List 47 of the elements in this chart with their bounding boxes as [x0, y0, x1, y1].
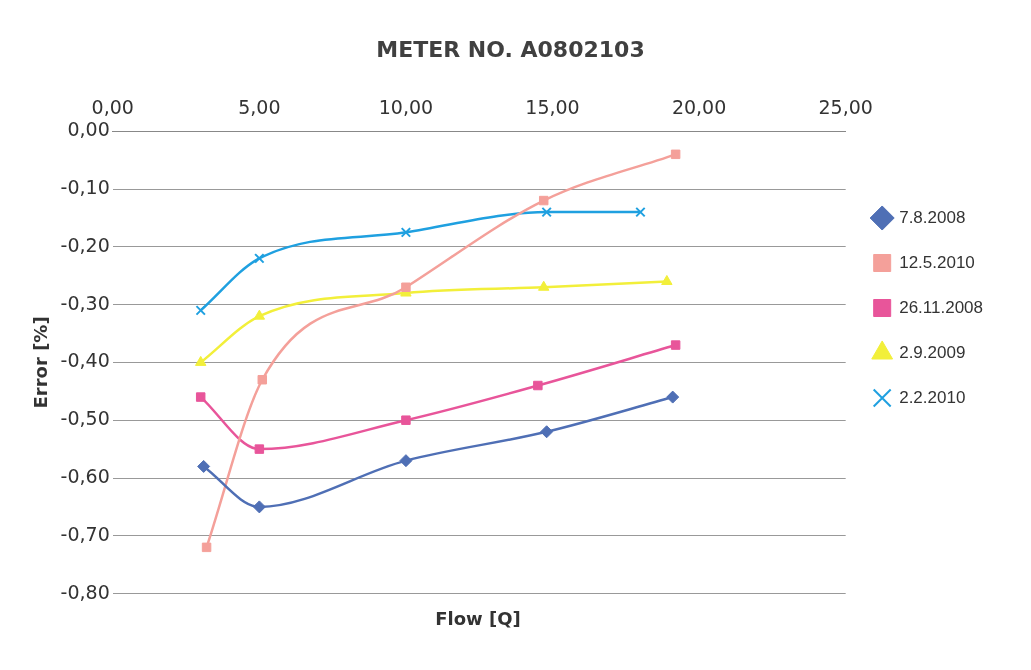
- legend-label: 26.11.2008: [899, 297, 984, 317]
- x-tick-label: 15,00: [525, 95, 580, 118]
- point: [195, 305, 206, 316]
- point: [254, 253, 265, 264]
- legend-label: 7.8.2008: [899, 207, 966, 227]
- point: [533, 380, 543, 391]
- x-tick-label: 20,00: [671, 95, 727, 118]
- y-tick-label: -0,40: [60, 349, 110, 372]
- point: [661, 274, 673, 285]
- y-tick-label: -0,70: [60, 522, 110, 545]
- point: [399, 454, 413, 468]
- legend-label: 2.9.2009: [899, 342, 966, 362]
- point: [538, 280, 550, 291]
- point: [252, 500, 266, 514]
- x-tick-label: 25,00: [818, 95, 873, 118]
- x-axis-title: Flow [Q]: [434, 608, 522, 629]
- y-tick-label: -0,10: [60, 175, 110, 198]
- chart-title: METER NO. A0802103: [376, 36, 645, 62]
- legend-label: 2.2.2010: [899, 387, 966, 407]
- point: [670, 340, 681, 350]
- point: [195, 355, 207, 366]
- point: [253, 309, 266, 320]
- point: [540, 425, 554, 439]
- legend-label: 12.5.2010: [899, 252, 975, 272]
- y-tick-label: -0,50: [60, 407, 110, 430]
- y-tick-label: -0,20: [60, 233, 110, 256]
- point: [635, 206, 646, 218]
- point: [254, 444, 265, 454]
- point: [195, 392, 206, 402]
- point: [401, 415, 411, 425]
- y-tick-label: -0,30: [60, 291, 110, 314]
- point: [401, 282, 411, 292]
- point: [201, 542, 212, 553]
- point: [257, 375, 268, 385]
- y-axis-title: Error [%]: [30, 316, 52, 409]
- x-tick-label: 5,00: [238, 95, 281, 118]
- point: [670, 149, 681, 160]
- point: [538, 195, 549, 206]
- point: [400, 227, 412, 238]
- y-tick-label: -0,60: [60, 464, 110, 487]
- x-tick-label: 10,00: [378, 95, 434, 118]
- y-tick-label: 0,00: [67, 118, 110, 141]
- point: [197, 459, 211, 473]
- x-tick-label: 0,00: [91, 95, 134, 118]
- y-tick-label: -0,80: [60, 580, 110, 603]
- point: [541, 206, 552, 218]
- point: [666, 390, 680, 404]
